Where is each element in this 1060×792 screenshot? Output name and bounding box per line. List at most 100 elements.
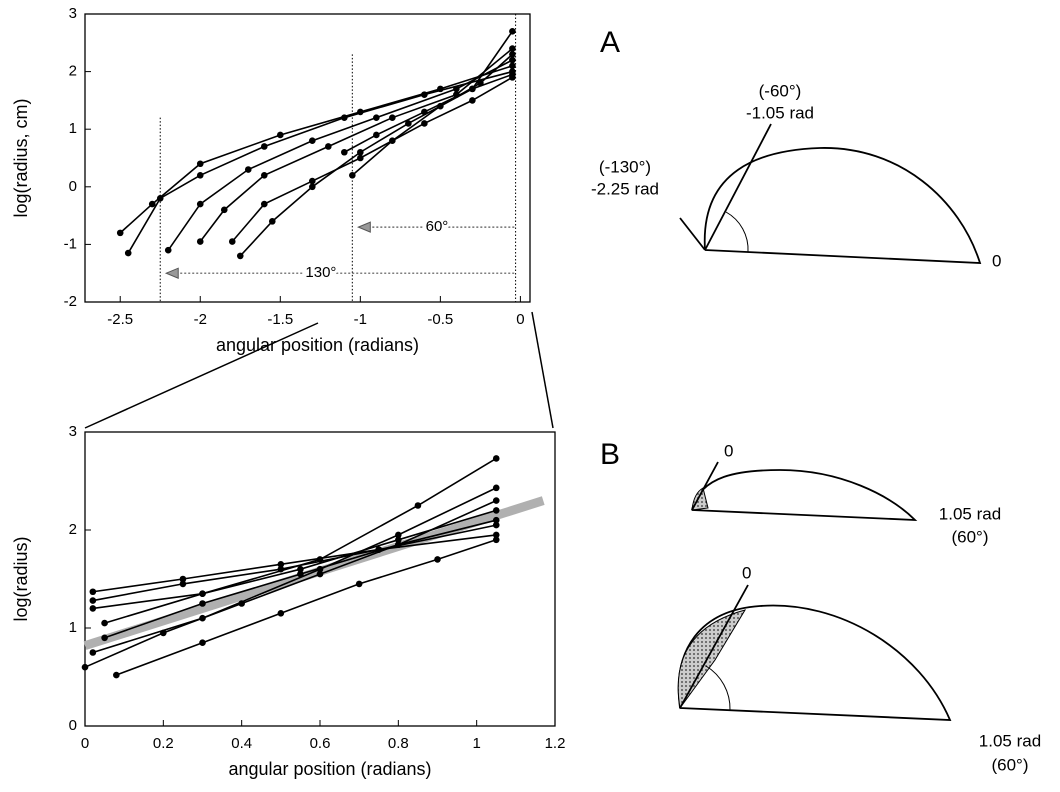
data-point: [220, 206, 228, 214]
data-point: [373, 131, 380, 139]
data-point: [492, 455, 500, 462]
data-point: [492, 497, 500, 504]
data-point: [414, 502, 422, 509]
zoom-connector: [531, 311, 554, 429]
diagram-label: 0: [724, 441, 733, 460]
data-point: [492, 507, 500, 514]
data-point: [179, 575, 187, 583]
y-tick-label: 3: [69, 5, 77, 22]
x-tick-label: 0: [81, 735, 89, 752]
diagram-label: (-130°): [599, 157, 651, 176]
data-point: [297, 565, 304, 573]
angle-arc: [705, 665, 731, 711]
series-line: [84, 519, 497, 668]
y-tick-label: 3: [69, 423, 77, 440]
x-tick-label: 0.2: [153, 735, 174, 752]
y-tick-label: 0: [69, 717, 77, 734]
plot-frame: [84, 13, 531, 303]
data-point: [509, 56, 516, 64]
series-line: [119, 65, 513, 234]
diagram-label: -2.25 rad: [591, 179, 659, 198]
data-point: [116, 229, 124, 237]
data-point: [325, 143, 332, 150]
annotation: 130°: [305, 264, 336, 281]
y-tick-label: -2: [64, 293, 77, 310]
x-tick-label: 0.6: [310, 735, 331, 752]
data-point: [316, 570, 324, 578]
diagram-label: (60°): [951, 527, 988, 546]
data-point: [434, 556, 441, 563]
data-point: [395, 531, 402, 539]
data-point: [277, 561, 285, 568]
data-point: [297, 570, 304, 578]
diagram-label: 1.05 rad: [939, 504, 1001, 523]
angle-line: [679, 217, 706, 251]
diagram-label: 0: [742, 563, 751, 582]
data-point: [509, 62, 516, 70]
angle-line: [704, 123, 772, 251]
data-point: [196, 171, 204, 179]
data-point: [89, 605, 97, 612]
x-axis-title: angular position (radians): [228, 759, 431, 779]
x-tick-label: -2: [194, 311, 207, 328]
arrowhead: [357, 221, 371, 233]
data-point: [199, 600, 206, 607]
data-point: [509, 51, 516, 58]
data-point: [453, 85, 460, 93]
diagram-label: -1.05 rad: [746, 103, 814, 122]
data-point: [349, 171, 356, 179]
data-point: [405, 120, 412, 127]
data-point: [357, 154, 364, 162]
data-point: [492, 531, 500, 539]
x-tick-label: 0.8: [388, 735, 409, 752]
data-point: [469, 97, 476, 104]
plots: -2 -1 0 1 2 3 -2.5 -2 -1.5 -1 -0.5 0 angular positio…: [11, 5, 566, 779]
data-point: [89, 649, 97, 656]
data-point: [89, 597, 97, 604]
data-point: [260, 143, 268, 150]
data-point: [373, 114, 380, 121]
diagram-label: (-60°): [759, 81, 802, 100]
data-point: [355, 580, 363, 588]
angle-line: [679, 584, 749, 709]
diagram-label: 0: [992, 251, 1001, 270]
x-axis-title: angular position (radians): [216, 335, 419, 355]
data-point: [357, 148, 364, 156]
data-point: [89, 588, 97, 596]
data-point: [179, 580, 187, 588]
data-point: [309, 177, 316, 185]
plot-frame: [84, 431, 556, 727]
data-point: [421, 91, 428, 98]
data-point: [421, 120, 428, 127]
data-point: [148, 200, 156, 208]
data-point: [260, 200, 268, 208]
y-tick-label: 1: [69, 120, 77, 137]
data-point: [196, 200, 204, 208]
data-point: [277, 565, 285, 573]
data-point: [492, 484, 500, 492]
arrowhead: [164, 267, 179, 279]
data-point: [492, 536, 500, 544]
series-line: [116, 539, 497, 676]
x-tick-label: -2.5: [107, 311, 133, 328]
y-axis-title: log(radius, cm): [11, 98, 31, 217]
x-tick-label: 1: [472, 735, 480, 752]
x-tick-label: -0.5: [427, 311, 453, 328]
outline: [691, 469, 918, 522]
x-tick-label: 0.4: [231, 735, 252, 752]
data-point: [196, 238, 204, 245]
y-tick-label: 1: [69, 619, 77, 636]
series-line: [167, 59, 513, 251]
x-tick-label: -1: [354, 311, 367, 328]
series-line: [239, 30, 514, 257]
shaded-region: [677, 609, 747, 710]
data-point: [101, 619, 108, 627]
y-tick-label: 2: [69, 63, 77, 80]
fit-band: [83, 496, 545, 650]
data-point: [492, 521, 500, 529]
data-point: [421, 108, 428, 116]
x-tick-label: -1.5: [267, 311, 293, 328]
data-point: [395, 541, 402, 548]
data-point: [196, 160, 204, 168]
